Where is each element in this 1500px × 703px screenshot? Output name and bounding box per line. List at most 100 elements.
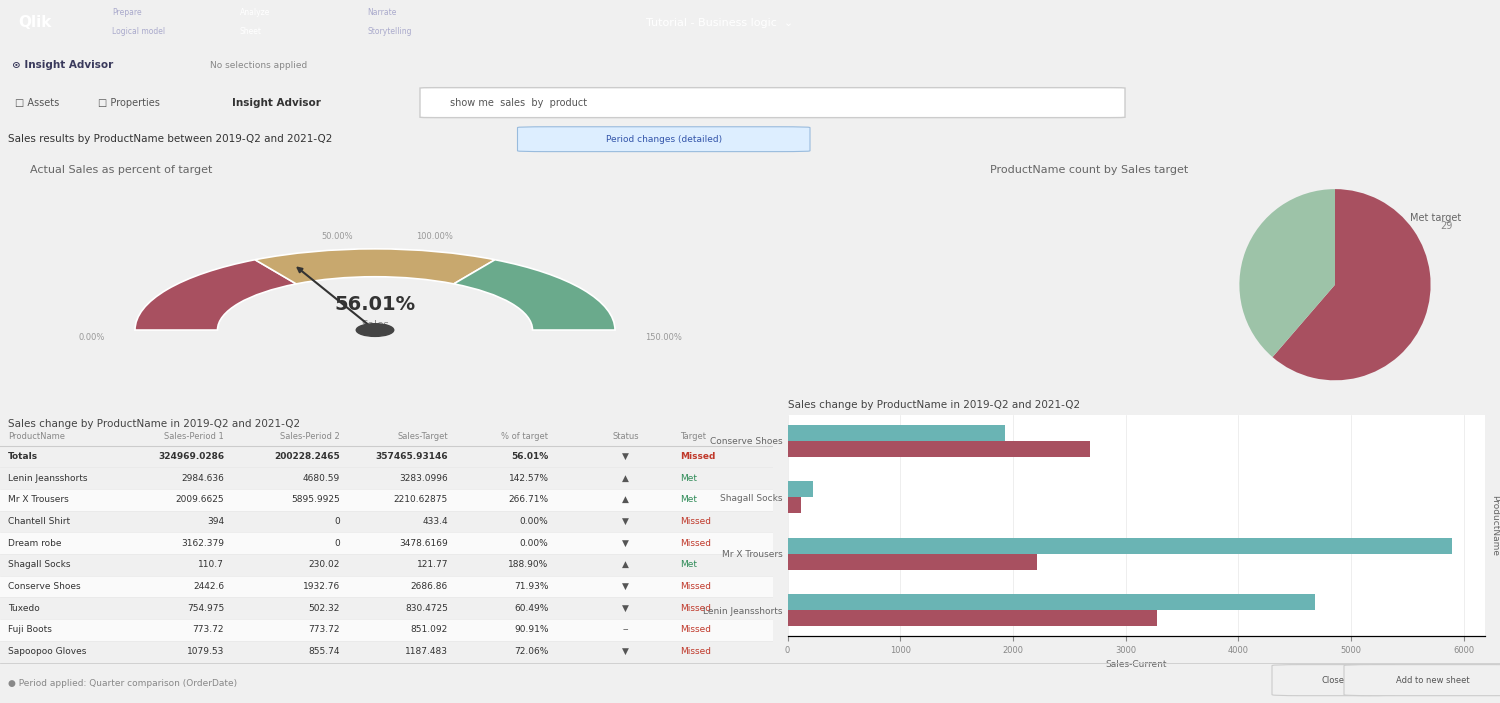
FancyBboxPatch shape bbox=[0, 576, 772, 598]
FancyBboxPatch shape bbox=[518, 127, 810, 152]
Text: Chantell Shirt: Chantell Shirt bbox=[8, 517, 70, 526]
Text: Met: Met bbox=[680, 560, 698, 569]
Text: 0.00%: 0.00% bbox=[519, 517, 549, 526]
Text: 2442.6: 2442.6 bbox=[194, 582, 224, 591]
Bar bbox=[788, 595, 1316, 610]
Text: ProductName count by Sales target: ProductName count by Sales target bbox=[990, 165, 1188, 175]
Text: 100.00%: 100.00% bbox=[417, 232, 453, 240]
Text: 394: 394 bbox=[207, 517, 224, 526]
Text: Narrate: Narrate bbox=[368, 8, 398, 18]
Text: Qlik: Qlik bbox=[18, 15, 51, 30]
Text: Add to new sheet: Add to new sheet bbox=[1395, 676, 1470, 685]
Text: 29: 29 bbox=[1440, 221, 1452, 231]
Text: 50.00%: 50.00% bbox=[321, 232, 354, 240]
Text: ▼: ▼ bbox=[622, 582, 628, 591]
Text: Sales change by ProductName in 2019-Q2 and 2021-Q2: Sales change by ProductName in 2019-Q2 a… bbox=[8, 418, 300, 429]
Text: Met: Met bbox=[680, 496, 698, 504]
Text: ▼: ▼ bbox=[622, 452, 628, 461]
Text: 3283.0996: 3283.0996 bbox=[399, 474, 448, 483]
Text: show me  sales  by  product: show me sales by product bbox=[450, 98, 586, 108]
Text: 230.02: 230.02 bbox=[309, 560, 340, 569]
Text: 0: 0 bbox=[334, 538, 340, 548]
Text: 3162.379: 3162.379 bbox=[182, 538, 224, 548]
Text: Missed: Missed bbox=[680, 604, 711, 612]
Text: 851.092: 851.092 bbox=[411, 625, 448, 634]
Text: Totals: Totals bbox=[8, 452, 38, 461]
Text: 266.71%: 266.71% bbox=[509, 496, 549, 504]
Text: Tuxedo: Tuxedo bbox=[8, 604, 39, 612]
Text: 46: 46 bbox=[1252, 269, 1264, 279]
Text: 1079.53: 1079.53 bbox=[186, 647, 224, 656]
Text: Shagall Socks: Shagall Socks bbox=[8, 560, 70, 569]
Text: 72.06%: 72.06% bbox=[514, 647, 549, 656]
Bar bbox=[788, 538, 1452, 554]
Text: 121.77: 121.77 bbox=[417, 560, 448, 569]
FancyBboxPatch shape bbox=[1272, 664, 1395, 696]
Text: 188.90%: 188.90% bbox=[509, 560, 549, 569]
FancyBboxPatch shape bbox=[1344, 664, 1500, 696]
Text: Sales-Period 1: Sales-Period 1 bbox=[165, 432, 224, 441]
Text: ▲: ▲ bbox=[622, 560, 628, 569]
Text: 1187.483: 1187.483 bbox=[405, 647, 448, 656]
Text: 2984.636: 2984.636 bbox=[182, 474, 224, 483]
Text: 2210.62875: 2210.62875 bbox=[394, 496, 448, 504]
Text: 433.4: 433.4 bbox=[423, 517, 448, 526]
Text: ▲: ▲ bbox=[622, 474, 628, 483]
FancyBboxPatch shape bbox=[0, 489, 772, 510]
Text: Storytelling: Storytelling bbox=[368, 27, 413, 36]
Text: Missed: Missed bbox=[680, 647, 711, 656]
Text: □ Properties: □ Properties bbox=[98, 98, 159, 108]
Text: Sales: Sales bbox=[362, 320, 388, 330]
Bar bbox=[788, 482, 813, 497]
Text: 0.00%: 0.00% bbox=[519, 538, 549, 548]
Text: 4680.59: 4680.59 bbox=[303, 474, 340, 483]
Text: Sapoopoo Gloves: Sapoopoo Gloves bbox=[8, 647, 86, 656]
Text: 324969.0286: 324969.0286 bbox=[158, 452, 224, 461]
Text: ▼: ▼ bbox=[622, 517, 628, 526]
Text: 5895.9925: 5895.9925 bbox=[291, 496, 340, 504]
Text: Missed: Missed bbox=[680, 582, 711, 591]
Text: ▲: ▲ bbox=[622, 496, 628, 504]
Text: Mr X Trousers: Mr X Trousers bbox=[8, 496, 69, 504]
Bar bbox=[788, 497, 801, 513]
Wedge shape bbox=[453, 259, 615, 330]
Text: 502.32: 502.32 bbox=[309, 604, 340, 612]
Text: Target: Target bbox=[680, 432, 706, 441]
Text: Missed: Missed bbox=[680, 625, 711, 634]
Text: ▼: ▼ bbox=[622, 604, 628, 612]
Text: 2009.6625: 2009.6625 bbox=[176, 496, 223, 504]
Text: 3478.6169: 3478.6169 bbox=[399, 538, 448, 548]
Text: Dream robe: Dream robe bbox=[8, 538, 62, 548]
Text: Close: Close bbox=[1322, 676, 1346, 685]
Text: ProductName: ProductName bbox=[8, 432, 64, 441]
Text: Logical model: Logical model bbox=[112, 27, 165, 36]
Text: 60.49%: 60.49% bbox=[514, 604, 549, 612]
Text: 150.00%: 150.00% bbox=[645, 333, 682, 342]
Text: Sales change by ProductName in 2019-Q2 and 2021-Q2: Sales change by ProductName in 2019-Q2 a… bbox=[788, 400, 1080, 410]
Circle shape bbox=[357, 323, 393, 337]
X-axis label: Sales-Current: Sales-Current bbox=[1106, 661, 1167, 669]
Bar bbox=[788, 610, 1158, 626]
Text: Fuji Boots: Fuji Boots bbox=[8, 625, 51, 634]
Text: Prepare: Prepare bbox=[112, 8, 142, 18]
Text: Insight Advisor: Insight Advisor bbox=[232, 98, 321, 108]
Text: ⊙ Insight Advisor: ⊙ Insight Advisor bbox=[12, 60, 114, 70]
Text: Status: Status bbox=[612, 432, 639, 441]
Text: % of target: % of target bbox=[501, 432, 549, 441]
Text: ● Period applied: Quarter comparison (OrderDate): ● Period applied: Quarter comparison (Or… bbox=[8, 679, 237, 688]
Text: Missed target: Missed target bbox=[1290, 261, 1356, 271]
Text: 142.57%: 142.57% bbox=[509, 474, 549, 483]
Text: Sales-Target: Sales-Target bbox=[398, 432, 448, 441]
Text: ▼: ▼ bbox=[622, 647, 628, 656]
Text: Met: Met bbox=[680, 474, 698, 483]
Text: Conserve Shoes: Conserve Shoes bbox=[8, 582, 81, 591]
Text: --: -- bbox=[622, 625, 628, 634]
Text: Analyze: Analyze bbox=[240, 8, 270, 18]
Text: □ Assets: □ Assets bbox=[15, 98, 60, 108]
Bar bbox=[788, 441, 1090, 456]
FancyBboxPatch shape bbox=[0, 532, 772, 554]
Text: Sales-Period 2: Sales-Period 2 bbox=[280, 432, 340, 441]
Text: 2686.86: 2686.86 bbox=[411, 582, 448, 591]
FancyBboxPatch shape bbox=[0, 619, 772, 640]
Y-axis label: ProductName: ProductName bbox=[1490, 495, 1498, 556]
